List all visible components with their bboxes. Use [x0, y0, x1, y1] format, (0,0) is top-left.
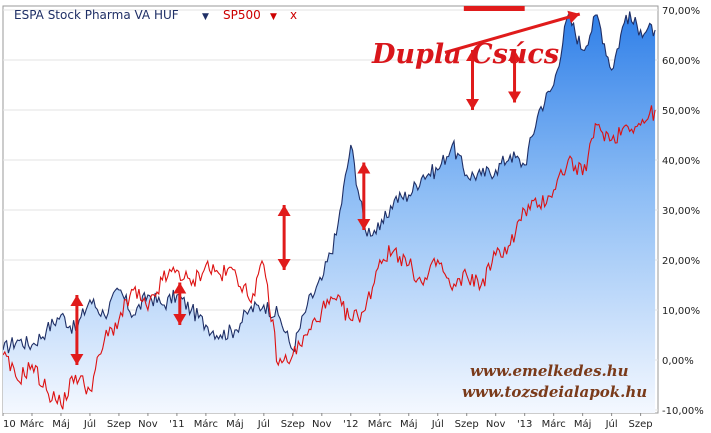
arrow-head [173, 282, 187, 294]
arrow-head [357, 219, 371, 230]
x-tick-label: Máj [52, 418, 70, 430]
arrow-head [277, 205, 291, 216]
espa-series-line [3, 11, 656, 354]
x-tick-label: Nov [486, 419, 506, 430]
x-tick-label: Máj [574, 418, 592, 430]
x-tick-label: '12 [343, 419, 358, 430]
arrow-head [508, 50, 522, 61]
x-tick-label: Márc [194, 418, 218, 430]
arrow-head [173, 314, 187, 325]
annotation-double-top: Dupla Csúcs [371, 39, 559, 70]
arrow-head [357, 162, 371, 174]
x-tick-label: Márc [20, 418, 44, 430]
arrow-head [466, 50, 480, 61]
y-tick-label: 70,00% [662, 6, 700, 17]
arrow-head [466, 99, 480, 110]
legend-espa-dropdown-icon[interactable]: ▼ [202, 12, 209, 22]
arrow-head [70, 295, 84, 306]
arrow-head [508, 91, 522, 103]
x-tick-label: Nov [138, 419, 158, 430]
legend: ESPA Stock Pharma VA HUF ▼ SP500 ▼ x [14, 8, 297, 22]
annotation-layer [70, 6, 581, 365]
watermark-emelkedes: www.emelkedes.hu [470, 362, 629, 380]
y-tick-label: -10,00% [662, 406, 704, 417]
y-tick-label: 40,00% [662, 156, 700, 167]
watermark-tozsdeialapok: www.tozsdeialapok.hu [462, 383, 647, 401]
y-tick-label: 50,00% [662, 106, 700, 117]
y-axis: 70,00% 60,00% 50,00% 40,00% 30,00% 20,00% 10,0… [662, 6, 704, 417]
x-tick-label: '11 [169, 419, 184, 430]
x-tick-label: Márc [542, 418, 566, 430]
x-tick-label: Júl [431, 418, 444, 430]
y-tick-label: 30,00% [662, 206, 700, 217]
x-tick-label: '13 [517, 419, 532, 430]
x-tick-label: Szep [455, 419, 479, 430]
x-tick-label: 10 [3, 419, 16, 430]
x-tick-label: Szep [629, 419, 653, 430]
y-tick-label: 20,00% [662, 256, 700, 267]
arrow-head [70, 354, 84, 365]
annotation-arrow [444, 12, 581, 54]
legend-sp500-remove-icon[interactable]: x [290, 8, 297, 22]
line-layer [3, 11, 656, 410]
y-tick-label: 10,00% [662, 306, 700, 317]
area-layer [3, 11, 656, 413]
x-tick-label: Júl [83, 418, 96, 430]
y-tick-label: 60,00% [662, 56, 700, 67]
x-tick-label: Júl [257, 418, 270, 430]
x-tick-label: Nov [312, 419, 332, 430]
espa-area-fill [3, 11, 656, 413]
x-tick-label: Júl [605, 418, 618, 430]
x-tick-label: Szep [281, 419, 305, 430]
x-tick-label: Máj [226, 418, 244, 430]
legend-series-espa[interactable]: ESPA Stock Pharma VA HUF [14, 8, 179, 22]
legend-series-sp500[interactable]: SP500 [223, 8, 261, 22]
x-axis: 10 Márc Máj Júl Szep Nov '11 Márc Máj Júl Szep Nov '… [2, 413, 653, 430]
peak-highlight-bar [463, 6, 525, 11]
x-tick-label: Márc [368, 418, 392, 430]
legend-sp500-dropdown-icon[interactable]: ▼ [270, 12, 277, 22]
x-tick-label: Máj [400, 418, 418, 430]
sp500-series-line [3, 105, 656, 410]
x-tick-label: Szep [107, 419, 131, 430]
y-tick-label: 0,00% [662, 356, 694, 367]
arrow-head [567, 10, 580, 24]
arrow-head [277, 259, 291, 270]
